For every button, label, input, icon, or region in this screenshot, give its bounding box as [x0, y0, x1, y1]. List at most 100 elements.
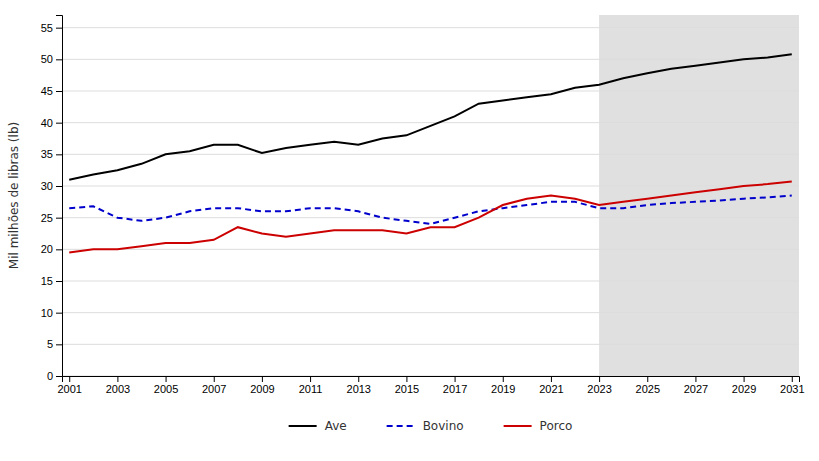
grid-line: [62, 249, 799, 250]
tick-label: 0: [47, 370, 53, 382]
tick: 30: [41, 180, 62, 192]
tick-mark: [56, 313, 62, 314]
grid-line: [62, 344, 799, 345]
tick: 45: [41, 85, 62, 97]
tick-mark: [56, 154, 62, 155]
tick: 2015: [395, 376, 419, 395]
tick: 2013: [347, 376, 371, 395]
tick-label: 2023: [587, 383, 611, 395]
tick-label: 2015: [395, 383, 419, 395]
tick-mark: [647, 376, 648, 382]
legend-label: Ave: [325, 419, 347, 433]
tick-label: 2021: [539, 383, 563, 395]
tick: 15: [41, 275, 62, 287]
legend-item: Porco: [504, 419, 573, 433]
tick: 2017: [443, 376, 467, 395]
series-line: [69, 196, 792, 225]
tick-mark: [56, 123, 62, 124]
tick-mark: [214, 376, 215, 382]
series-line: [69, 182, 792, 253]
tick: 50: [41, 53, 62, 65]
tick-mark: [503, 376, 504, 382]
tick-mark: [56, 376, 62, 377]
grid-line: [62, 312, 799, 313]
tick: 2025: [636, 376, 660, 395]
tick-label: 5: [47, 338, 53, 350]
tick: 2029: [732, 376, 756, 395]
tick-label: 35: [41, 148, 53, 160]
tick: 20: [41, 243, 62, 255]
forecast-shade: [599, 15, 799, 376]
tick-label: 2025: [636, 383, 660, 395]
tick-label: 55: [41, 22, 53, 34]
legend-swatch: [387, 425, 415, 427]
tick: 2001: [57, 376, 81, 395]
plot-area: [62, 15, 799, 376]
tick-label: 45: [41, 85, 53, 97]
tick-label: 40: [41, 117, 53, 129]
tick: 2021: [539, 376, 563, 395]
tick-label: 2005: [154, 383, 178, 395]
tick: 2031: [780, 376, 804, 395]
legend-label: Bovino: [423, 419, 464, 433]
legend-swatch: [504, 425, 532, 427]
tick-label: 50: [41, 53, 53, 65]
tick: 55: [41, 22, 62, 34]
grid-line: [62, 27, 799, 28]
tick-label: 2017: [443, 383, 467, 395]
x-axis: 2001200320052007200920112013201520172019…: [57, 376, 804, 395]
grid-line: [62, 186, 799, 187]
grid-line: [62, 91, 799, 92]
tick-mark: [744, 376, 745, 382]
y-axis-title: Mil milhões de libras (lb): [7, 122, 21, 269]
tick-label: 2027: [684, 383, 708, 395]
grid-line: [62, 122, 799, 123]
tick: 2023: [587, 376, 611, 395]
tick-mark: [262, 376, 263, 382]
tick-mark: [358, 376, 359, 382]
tick-label: 15: [41, 275, 53, 287]
tick-label: 30: [41, 180, 53, 192]
tick-mark: [310, 376, 311, 382]
tick-label: 2001: [57, 383, 81, 395]
tick-label: 25: [41, 212, 53, 224]
legend-item: Ave: [289, 419, 347, 433]
legend-item: Bovino: [387, 419, 464, 433]
tick: 5: [47, 338, 62, 350]
tick-mark: [56, 249, 62, 250]
y-grid: [62, 28, 799, 376]
tick: 2027: [684, 376, 708, 395]
tick-label: 2029: [732, 383, 756, 395]
tick-mark: [455, 376, 456, 382]
tick: 40: [41, 117, 62, 129]
tick-label: 2013: [347, 383, 371, 395]
tick-mark: [599, 376, 600, 382]
tick: 2007: [202, 376, 226, 395]
tick-label: 2007: [202, 383, 226, 395]
tick-mark: [69, 376, 70, 382]
grid-line: [62, 281, 799, 282]
tick: 2019: [491, 376, 515, 395]
grid-line: [62, 376, 799, 377]
tick-mark: [56, 344, 62, 345]
tick-mark: [56, 28, 62, 29]
grid-line: [62, 217, 799, 218]
tick-mark: [551, 376, 552, 382]
tick: 2003: [106, 376, 130, 395]
axis-line: [56, 16, 63, 377]
tick: 25: [41, 212, 62, 224]
tick-mark: [56, 59, 62, 60]
tick-mark: [56, 186, 62, 187]
series-line: [69, 54, 792, 179]
y-axis: 0510152025303540455055: [41, 16, 63, 383]
chart: 2001200320052007200920112013201520172019…: [0, 0, 819, 461]
tick: 2005: [154, 376, 178, 395]
axis-line: [63, 377, 800, 383]
tick-mark: [56, 91, 62, 92]
tick-label: 2009: [250, 383, 274, 395]
grid-line: [62, 59, 799, 60]
legend-label: Porco: [540, 419, 573, 433]
tick-mark: [406, 376, 407, 382]
tick-label: 2019: [491, 383, 515, 395]
tick-mark: [695, 376, 696, 382]
